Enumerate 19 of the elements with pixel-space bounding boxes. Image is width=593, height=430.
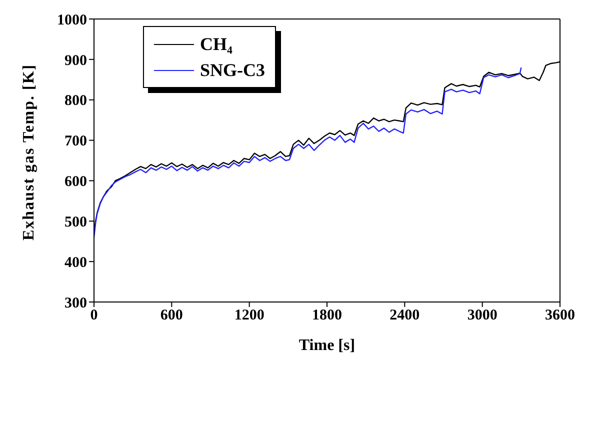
legend-label: SNG-C3	[200, 60, 266, 80]
y-tick-label: 500	[64, 214, 87, 230]
y-tick-label: 1000	[57, 12, 87, 28]
x-tick-label: 1200	[234, 308, 264, 324]
legend-label: CH₄	[200, 34, 232, 54]
y-tick-label: 900	[64, 52, 87, 69]
y-tick-label: 800	[64, 93, 87, 110]
x-tick-label: 1800	[312, 308, 342, 324]
x-tick-label: 3000	[467, 308, 498, 324]
x-tick-label: 2400	[390, 308, 420, 324]
y-axis-title: Exhaust gas Temp. [K]	[20, 64, 38, 240]
x-axis-title: Time [s]	[298, 337, 356, 354]
y-tick-label: 400	[64, 254, 87, 271]
y-tick-label: 600	[64, 174, 87, 190]
y-tick-label: 700	[64, 134, 87, 150]
x-tick-label: 3600	[545, 308, 575, 324]
x-tick-label: 600	[160, 308, 183, 324]
y-tick-label: 300	[64, 295, 87, 312]
x-tick-label: 0	[90, 308, 98, 324]
